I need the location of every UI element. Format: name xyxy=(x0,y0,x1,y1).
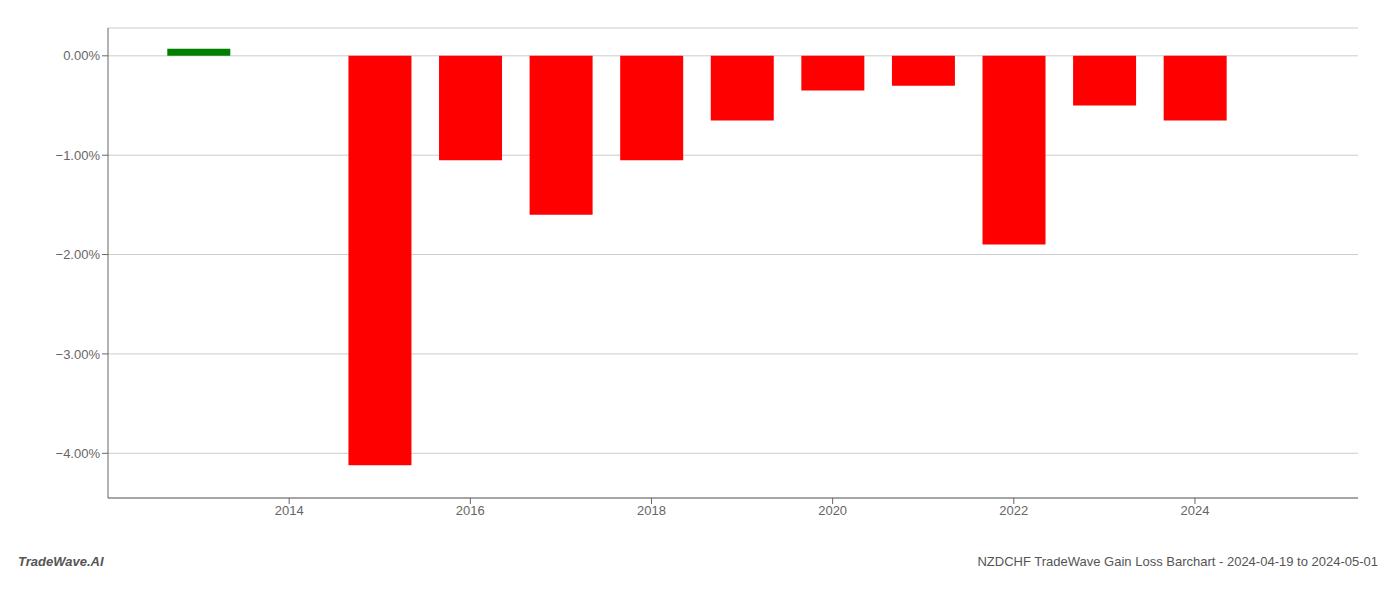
svg-text:2018: 2018 xyxy=(637,503,666,518)
svg-text:−1.00%: −1.00% xyxy=(56,148,101,163)
svg-text:2016: 2016 xyxy=(456,503,485,518)
svg-text:2020: 2020 xyxy=(818,503,847,518)
svg-text:−4.00%: −4.00% xyxy=(56,446,101,461)
html-text:TradeWave.AI: TradeWave.AI xyxy=(18,554,104,569)
svg-text:2022: 2022 xyxy=(999,503,1028,518)
svg-text:2014: 2014 xyxy=(275,503,304,518)
html-text:NZDCHF TradeWave Gain Loss Bar: NZDCHF TradeWave Gain Loss Barchart - 20… xyxy=(977,554,1378,569)
svg-text:−3.00%: −3.00% xyxy=(56,347,101,362)
svg-text:−2.00%: −2.00% xyxy=(56,247,101,262)
svg-text:2024: 2024 xyxy=(1180,503,1209,518)
svg-text:0.00%: 0.00% xyxy=(63,48,100,63)
